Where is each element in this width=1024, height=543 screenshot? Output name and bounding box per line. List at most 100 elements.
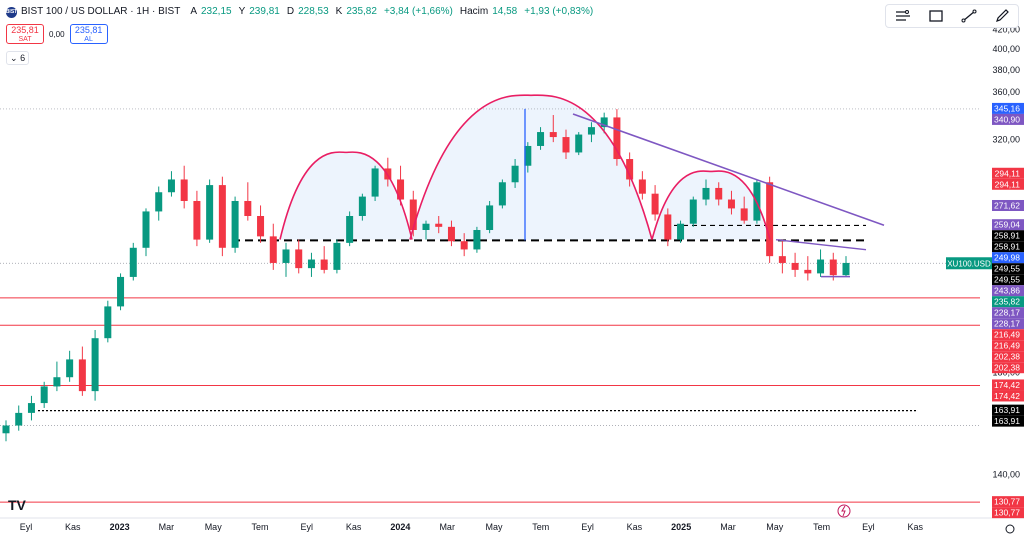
price-level-badge xyxy=(992,285,1024,297)
volume-change: +1,93 (+0,83%) xyxy=(524,6,594,17)
cup-arc xyxy=(279,151,413,240)
high-label: Y xyxy=(238,6,246,17)
candle-body xyxy=(702,187,710,200)
candle-body xyxy=(498,182,506,206)
candle-body xyxy=(78,359,86,392)
candle-body xyxy=(269,236,277,263)
low-label: D xyxy=(286,6,295,17)
price-level-badge xyxy=(992,274,1024,286)
close-value: 235,82 xyxy=(346,6,377,17)
candle-body xyxy=(613,117,621,160)
candle-body xyxy=(295,249,303,269)
candle-body xyxy=(307,259,315,269)
candle-body xyxy=(129,247,137,277)
open-value: 232,15 xyxy=(200,6,232,17)
time-tick-label: 2023 xyxy=(110,522,130,532)
price-level-label: 163,91 xyxy=(994,405,1020,415)
price-level-badge xyxy=(992,404,1024,416)
candle-body xyxy=(346,215,354,243)
time-tick-label: 2024 xyxy=(390,522,410,532)
price-level-badge xyxy=(992,496,1024,508)
price-level-label: 202,38 xyxy=(994,363,1020,373)
gear-icon xyxy=(1005,524,1015,534)
close-label: K xyxy=(335,6,343,17)
candle-body xyxy=(206,185,214,240)
price-level-label: 258,91 xyxy=(994,242,1020,252)
candle-body xyxy=(422,223,430,230)
symbol-tag-bg xyxy=(946,257,992,270)
candle-body xyxy=(447,226,455,242)
candle-body xyxy=(791,262,799,270)
candle-body xyxy=(829,259,837,276)
candle-body xyxy=(244,200,252,216)
time-tick-label: Mar xyxy=(439,522,455,532)
candle-body xyxy=(740,208,748,221)
candle-body xyxy=(53,377,61,387)
price-tick-label: 140,00 xyxy=(992,470,1020,480)
rectangle-icon[interactable] xyxy=(927,7,945,25)
sell-button[interactable]: 235,81 SAT xyxy=(6,24,44,44)
candle-body xyxy=(600,117,608,128)
candle-body xyxy=(371,168,379,197)
candle-body xyxy=(397,179,405,200)
price-level-label: 130,77 xyxy=(994,508,1020,518)
price-level-label: 228,17 xyxy=(994,308,1020,318)
pencil-icon[interactable] xyxy=(993,7,1011,25)
trend-line-icon[interactable] xyxy=(960,7,978,25)
candle-body xyxy=(193,200,201,240)
time-tick-label: Eyl xyxy=(20,522,33,532)
price-level-badge xyxy=(992,178,1024,190)
symbol-title[interactable]: BIST 100 / US DOLLAR · 1H · BIST xyxy=(21,6,181,17)
time-tick-label: Tem xyxy=(532,522,549,532)
lightning-bolt-icon xyxy=(841,505,846,517)
open-label: A xyxy=(190,6,197,17)
candle-body xyxy=(15,412,23,426)
price-level-badge xyxy=(992,329,1024,341)
time-tick-label: Eyl xyxy=(301,522,314,532)
indicator-toggle[interactable]: ⌄ 6 xyxy=(6,51,30,65)
price-level-label: 345,16 xyxy=(994,103,1020,113)
candle-body xyxy=(218,185,226,248)
time-tick-label: Mar xyxy=(159,522,175,532)
buy-button[interactable]: 235,81 AL xyxy=(69,24,108,44)
price-level-badge xyxy=(992,263,1024,275)
candle-body xyxy=(715,187,723,200)
price-level-badge xyxy=(992,340,1024,352)
price-level-label: 258,91 xyxy=(994,231,1020,241)
sell-label: SAT xyxy=(18,36,32,43)
price-level-label: 294,11 xyxy=(995,179,1021,189)
candle-body xyxy=(180,179,188,201)
candle-body xyxy=(167,179,175,193)
spread-value: 0,00 xyxy=(49,29,65,39)
buy-label: AL xyxy=(84,36,93,43)
candle-body xyxy=(626,159,634,180)
descending-trend-line xyxy=(572,113,885,226)
candle-body xyxy=(524,145,532,166)
price-level-label: 235,82 xyxy=(994,297,1020,307)
price-level-label: 130,77 xyxy=(994,497,1020,507)
candle-body xyxy=(435,223,443,227)
price-level-badge xyxy=(992,219,1024,231)
price-tick-label: 400,00 xyxy=(992,44,1020,54)
cup-arc xyxy=(409,94,653,240)
candle-body xyxy=(91,338,99,392)
candle-body xyxy=(104,306,112,339)
short-trend-line xyxy=(775,238,867,251)
lines-icon[interactable] xyxy=(894,7,912,25)
candle-body xyxy=(651,193,659,215)
price-level-badge xyxy=(992,362,1024,374)
price-level-badge xyxy=(992,241,1024,253)
price-level-badge xyxy=(992,318,1024,330)
candle-body xyxy=(40,386,48,404)
price-level-label: 163,91 xyxy=(994,416,1020,426)
buy-price: 235,81 xyxy=(74,25,103,35)
price-level-label: 216,49 xyxy=(994,330,1020,340)
price-level-label: 174,42 xyxy=(994,380,1020,390)
candle-body xyxy=(473,229,481,250)
candle-body xyxy=(689,199,697,224)
price-level-label: 228,17 xyxy=(994,319,1020,329)
time-tick-label: Eyl xyxy=(862,522,875,532)
